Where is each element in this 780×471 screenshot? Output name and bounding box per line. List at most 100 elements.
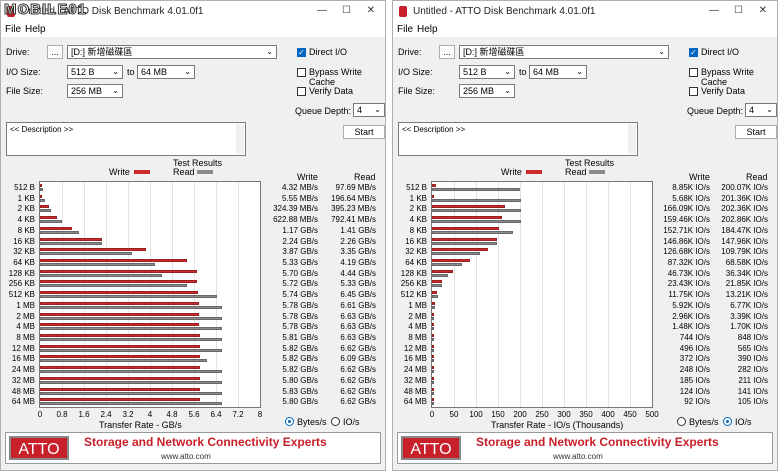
read-value: 6.63 GB/s — [340, 311, 376, 321]
x-tick-label: 4.8 — [166, 410, 178, 419]
start-button[interactable]: Start — [735, 125, 777, 139]
verify-data-checkbox[interactable] — [297, 87, 306, 96]
file-size-select[interactable]: 256 MB ⌄ — [459, 84, 515, 98]
description-scrollbar[interactable] — [628, 124, 636, 154]
write-value: 5.82 GB/s — [282, 354, 318, 364]
write-value: 1.48K IO/s — [672, 322, 710, 332]
read-bar — [432, 316, 434, 320]
write-value: 46.73K IO/s — [667, 268, 710, 278]
write-value: 372 IO/s — [679, 354, 710, 364]
x-tick-label: 6.4 — [210, 410, 222, 419]
queue-depth-select[interactable]: 4 ⌄ — [353, 103, 385, 117]
io-radio[interactable] — [331, 417, 340, 426]
read-bar — [40, 391, 223, 395]
write-bar — [40, 323, 199, 327]
read-value: 6.77K IO/s — [730, 300, 768, 310]
browse-button[interactable]: ... — [439, 45, 455, 59]
start-button[interactable]: Start — [343, 125, 385, 139]
close-button[interactable]: ✕ — [366, 5, 375, 16]
io-from-value: 512 B — [71, 67, 95, 77]
read-value: 6.09 GB/s — [340, 354, 376, 364]
write-bar — [432, 280, 443, 284]
bytes-radio[interactable] — [677, 417, 686, 426]
write-bar — [432, 184, 436, 187]
description-field[interactable]: << Description >> — [398, 122, 638, 156]
queue-depth-select[interactable]: 4 ⌄ — [745, 103, 777, 117]
category-label: 12 MB — [403, 343, 427, 353]
bypass-write-cache-checkbox[interactable] — [689, 68, 698, 77]
description-field[interactable]: << Description >> — [6, 122, 246, 156]
read-value: 196.64 MB/s — [331, 193, 376, 203]
read-value: 141 IO/s — [737, 386, 768, 396]
category-label: 8 MB — [16, 333, 35, 342]
x-tick-label: 2.4 — [100, 410, 112, 419]
io-radio[interactable] — [723, 417, 732, 426]
category-label: 512 B — [406, 183, 427, 192]
write-value: 5.78 GB/s — [282, 311, 318, 321]
close-button[interactable]: ✕ — [758, 5, 767, 16]
io-size-to-select[interactable]: 64 MB ⌄ — [137, 65, 195, 79]
bar-chart-area — [431, 181, 653, 408]
chevron-down-icon: ⌄ — [374, 105, 381, 114]
bypass-write-cache-checkbox[interactable] — [297, 68, 306, 77]
category-label: 128 KB — [8, 268, 35, 278]
minimize-button[interactable]: — — [317, 5, 327, 16]
io-size-to-select[interactable]: 64 MB ⌄ — [529, 65, 587, 79]
direct-io-checkbox[interactable]: ✓ — [689, 48, 698, 57]
legend-write-label: Write — [109, 167, 130, 177]
menu-file[interactable]: File — [397, 24, 414, 35]
read-bar — [432, 380, 434, 384]
minimize-button[interactable]: — — [709, 5, 719, 16]
chevron-down-icon: ⌄ — [576, 67, 583, 76]
description-scrollbar[interactable] — [236, 124, 244, 154]
read-value: 6.61 GB/s — [340, 300, 376, 310]
read-bar — [432, 273, 448, 277]
title-bar: Untitled - ATTO Disk Benchmark 4.01.0f1 —… — [393, 1, 777, 23]
x-tick-label: 3.2 — [122, 410, 134, 419]
grid-line — [194, 182, 195, 407]
write-value: 166.09K IO/s — [663, 204, 710, 214]
to-label: to — [127, 67, 135, 77]
category-label: 2 MB — [16, 311, 35, 321]
menu-help[interactable]: Help — [417, 24, 438, 35]
read-bar — [40, 327, 223, 331]
description-text: << Description >> — [402, 125, 466, 134]
drive-select[interactable]: [D:] 新增磁碟區 ⌄ — [459, 45, 669, 59]
file-size-select[interactable]: 256 MB ⌄ — [67, 84, 123, 98]
write-bar — [40, 194, 42, 198]
read-bar — [40, 370, 223, 374]
browse-button[interactable]: ... — [47, 45, 63, 59]
grid-line — [216, 182, 217, 407]
benchmark-window: Untitled - ATTO Disk Benchmark 4.01.0f1 —… — [0, 0, 386, 471]
bytes-radio[interactable] — [285, 417, 294, 426]
test-results-title: Test Results — [173, 158, 223, 168]
io-size-from-select[interactable]: 512 B ⌄ — [67, 65, 123, 79]
menu-file[interactable]: File — [5, 24, 22, 35]
write-bar — [40, 366, 201, 370]
read-bar — [40, 402, 223, 406]
write-bar — [432, 355, 434, 359]
read-value: 21.85K IO/s — [725, 279, 768, 289]
write-bar — [40, 280, 198, 284]
direct-io-checkbox[interactable]: ✓ — [297, 48, 306, 57]
test-results-title: Test Results — [565, 158, 615, 168]
direct-io-label: Direct I/O — [309, 47, 348, 57]
read-bar — [40, 252, 133, 256]
maximize-button[interactable]: ☐ — [734, 5, 743, 16]
write-value: 146.86K IO/s — [663, 236, 710, 246]
menu-help[interactable]: Help — [25, 24, 46, 35]
read-value: 202.86K IO/s — [721, 215, 768, 225]
category-label: 32 MB — [403, 375, 427, 385]
maximize-button[interactable]: ☐ — [342, 5, 351, 16]
read-bar — [40, 220, 62, 224]
io-size-from-select[interactable]: 512 B ⌄ — [459, 65, 515, 79]
category-label: 256 KB — [400, 279, 427, 289]
verify-data-checkbox[interactable] — [689, 87, 698, 96]
drive-select[interactable]: [D:] 新增磁碟區 ⌄ — [67, 45, 277, 59]
drive-value: [D:] 新增磁碟區 — [463, 47, 525, 57]
read-bar — [432, 241, 498, 245]
io-to-value: 64 MB — [533, 67, 560, 77]
io-to-value: 64 MB — [141, 67, 168, 77]
category-label: 4 KB — [17, 215, 35, 225]
category-label: 1 KB — [17, 193, 35, 203]
